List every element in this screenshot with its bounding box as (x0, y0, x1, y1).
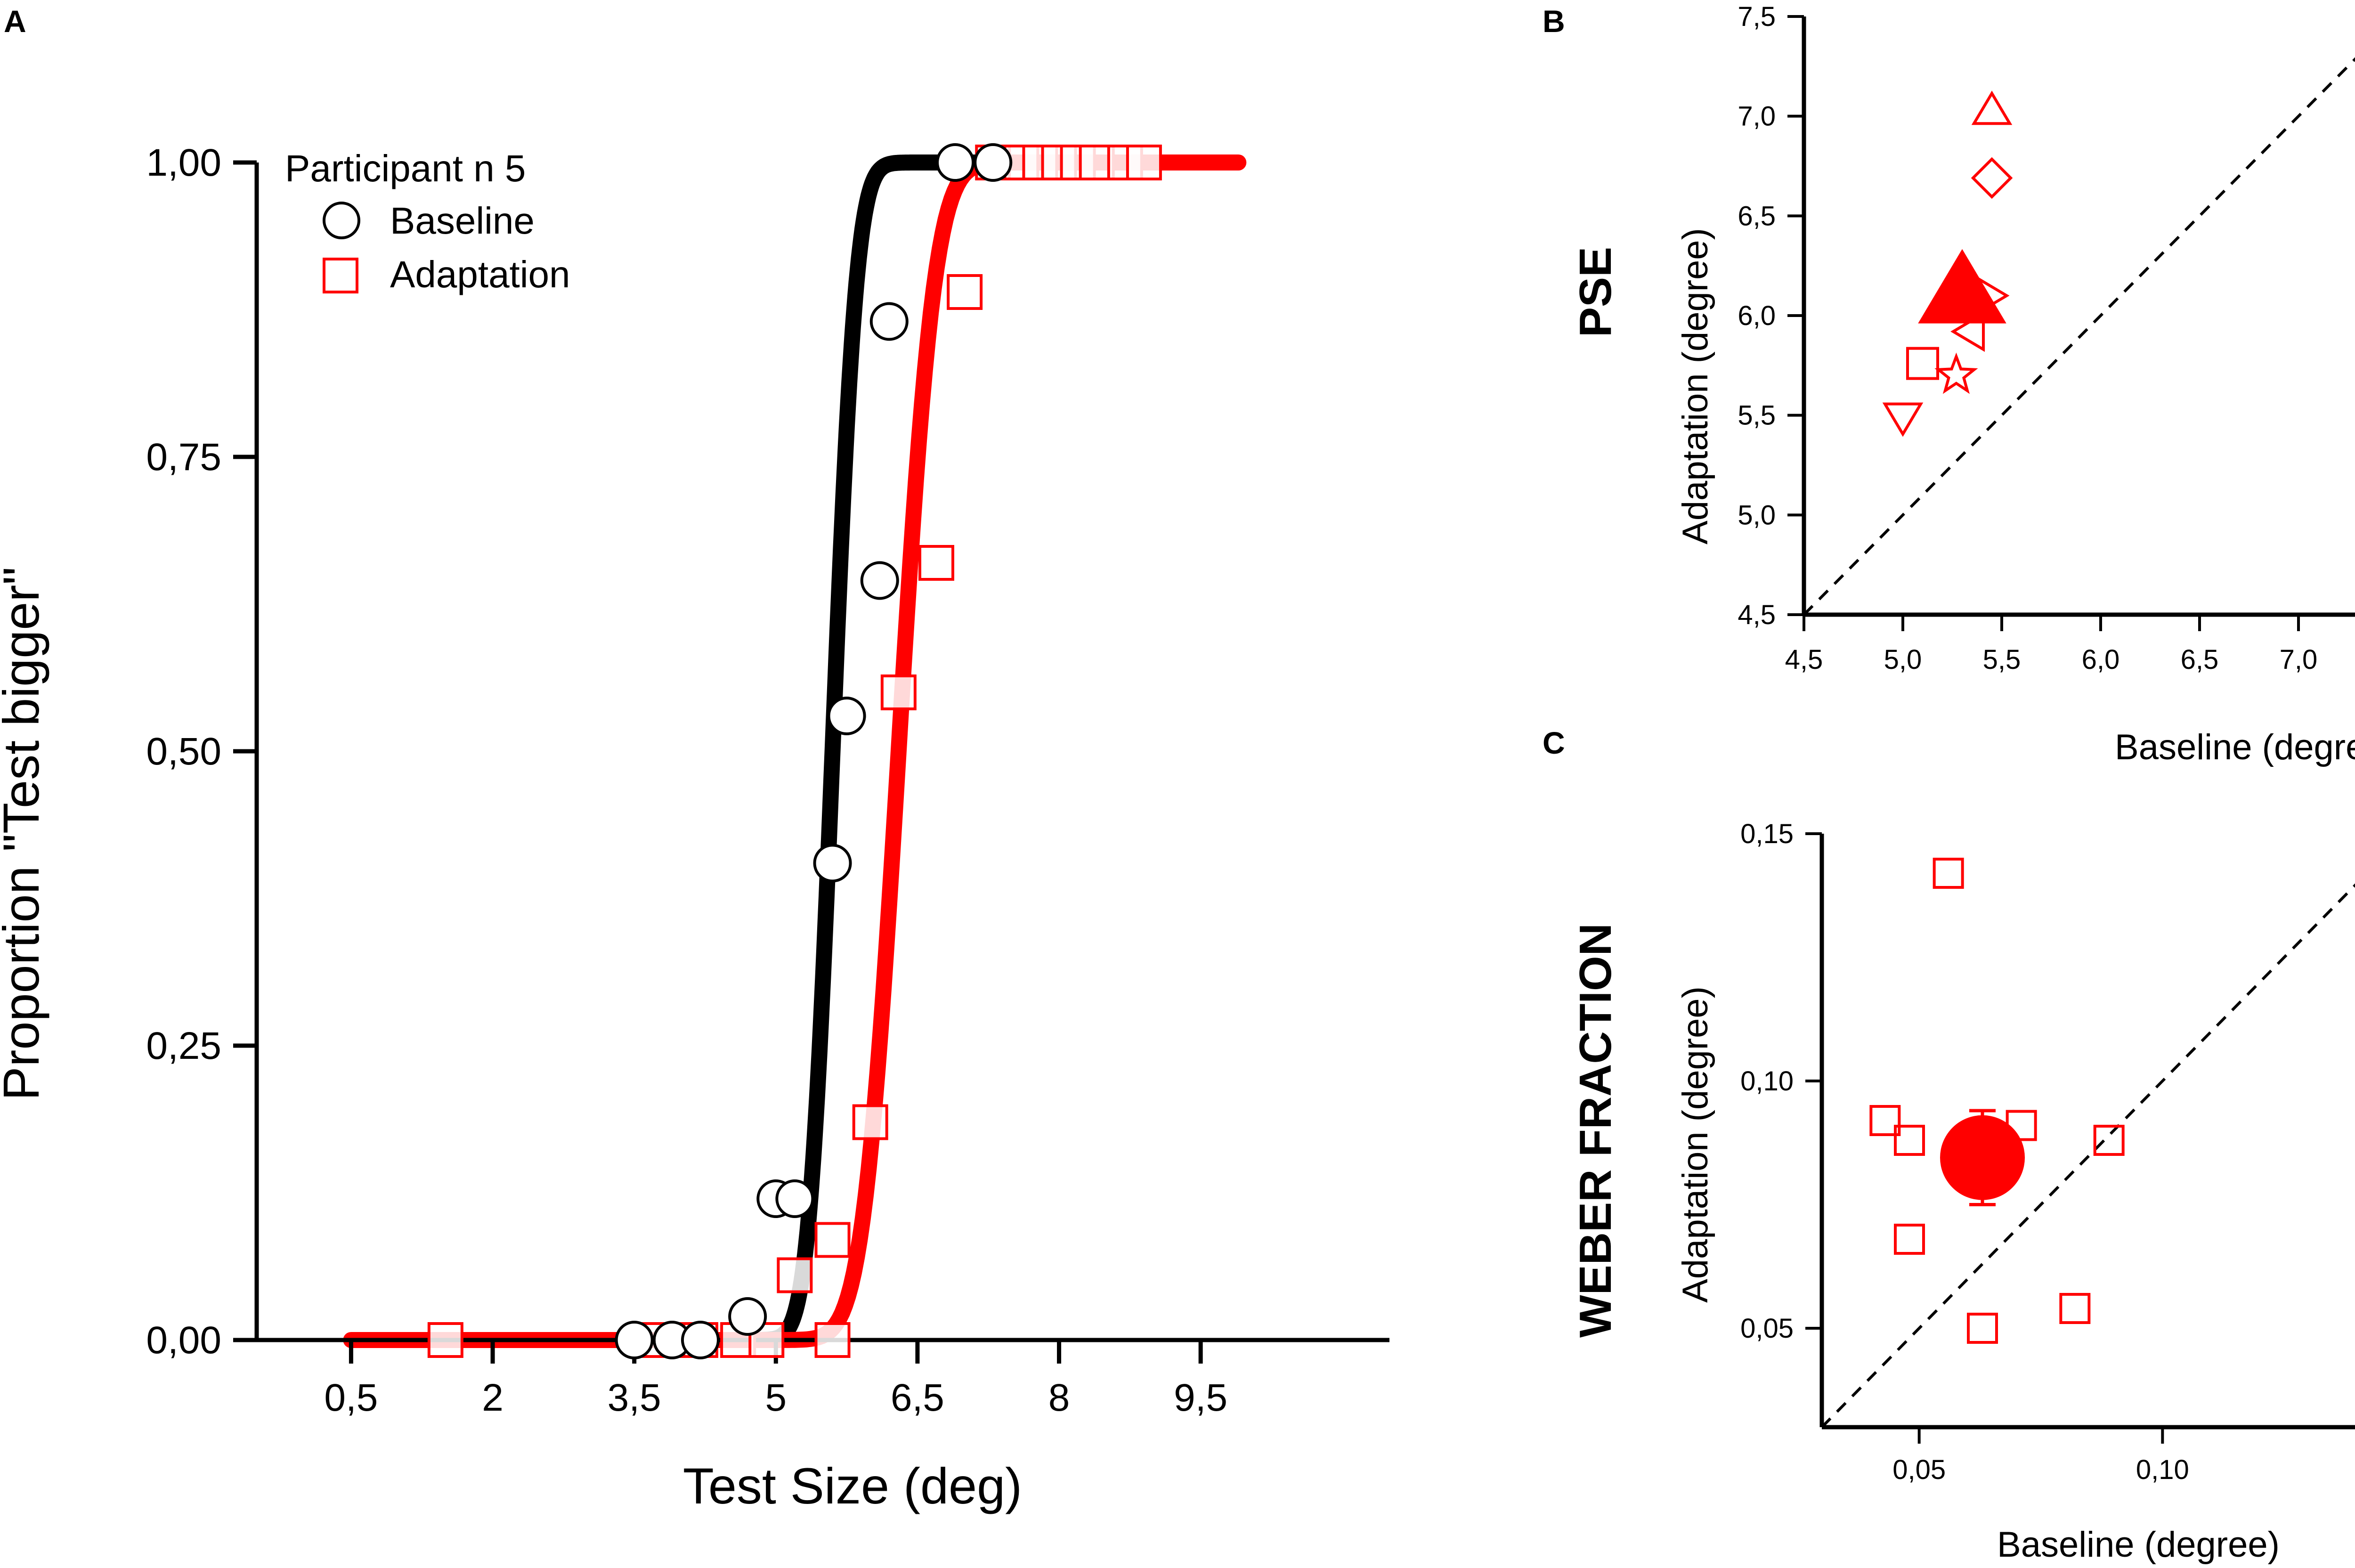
pse-point-triangle-up (1971, 90, 2013, 125)
baseline-point (936, 143, 975, 182)
legend-title: Participant n 5 (285, 147, 526, 189)
panel-a-x-tick-label: 6,5 (891, 1376, 944, 1419)
pse-point-triangle-down (1882, 402, 1924, 437)
adaptation-point (947, 274, 983, 310)
panel-a-data-points (427, 143, 1162, 1359)
panel-c-x-tick-label: 0,05 (1892, 1454, 1946, 1485)
baseline-point (869, 302, 909, 341)
panel-a-axes: 0,5 2 3,5 5 6,5 8 9,5 0,00 0,25 0,50 0,75 1,00 (146, 141, 1389, 1419)
panel-b-axes: 4,55,05,56,06,57,07,54,55,05,56,06,57,07… (1738, 1, 2355, 675)
legend-adaptation-marker (323, 258, 358, 293)
panel-a-chart: 0,5 2 3,5 5 6,5 8 9,5 0,00 0,25 0,50 0,75 1,00 Part… (0, 141, 1389, 1514)
weber-point (1869, 1105, 1901, 1136)
panel-b-x-axis-label: Baseline (degree) (2115, 727, 2355, 767)
legend: Participant n 5 Baseline Adaptation (285, 147, 570, 295)
panel-b-letter: B (1543, 4, 1565, 39)
baseline-point (974, 143, 1013, 182)
weber-point (2093, 1125, 2125, 1156)
legend-baseline-marker (323, 202, 360, 239)
panel-b-y-axis-label: Adaptation (degree) (1675, 228, 1715, 544)
panel-a-y-tick-label: 1,00 (146, 141, 221, 184)
baseline-point (728, 1297, 767, 1336)
adaptation-point (427, 1322, 463, 1358)
panel-a-x-tick-label: 9,5 (1174, 1376, 1227, 1419)
panel-a-x-axis-label: Test Size (deg) (683, 1457, 1022, 1514)
baseline-point (827, 697, 866, 735)
pse-point-diamond (1971, 157, 2013, 199)
adaptation-fit-curve (343, 154, 1247, 1348)
panel-a-y-tick-label: 0,25 (146, 1024, 221, 1067)
baseline-point (775, 1179, 814, 1218)
adaptation-point (777, 1257, 813, 1293)
baseline-point (615, 1321, 654, 1359)
baseline-point (681, 1321, 720, 1359)
panel-c-data-points (1869, 858, 2125, 1344)
panel-c-x-axis-label: Baseline (degree) (1997, 1525, 2280, 1565)
panel-b-x-tick-label: 6,5 (2181, 644, 2219, 675)
panel-b-y-tick-label: 4,5 (1738, 600, 1776, 630)
weber-point (1967, 1313, 1998, 1344)
adaptation-point (880, 674, 917, 710)
panel-c-y-axis-label: Adaptation (degree) (1675, 986, 1715, 1303)
panel-a-letter: A (4, 4, 26, 39)
panel-c-chart: 0,050,100,150,050,100,15 Baseline (degre… (1570, 819, 2355, 1565)
panel-b-y-tick-label: 5,0 (1738, 500, 1776, 530)
panel-b-y-tick-label: 6,0 (1738, 301, 1776, 331)
pse-mean-point (1918, 249, 2006, 324)
weber-point (1933, 858, 1964, 889)
legend-baseline-label: Baseline (390, 200, 535, 242)
baseline-fit-curve (730, 154, 1105, 1348)
panel-b-y-tick-label: 5,5 (1738, 400, 1776, 431)
panel-a-y-tick-label: 0,50 (146, 730, 221, 773)
adaptation-point (918, 545, 954, 581)
panel-b-x-tick-label: 4,5 (1785, 644, 1823, 675)
pse-point-star (1934, 352, 1978, 394)
weber-point (2059, 1293, 2091, 1324)
adaptation-point (814, 1222, 851, 1258)
baseline-point (860, 561, 899, 600)
panel-b-identity-line (1803, 57, 2355, 616)
panel-c-identity-line (1820, 883, 2355, 1429)
panel-c-title: WEBER FRACTION (1570, 923, 1621, 1338)
panel-b-title: PSE (1570, 247, 1621, 337)
panel-a-fit-curves (343, 154, 1247, 1348)
panel-a-x-tick-label: 8 (1048, 1376, 1070, 1419)
panel-b-x-tick-label: 5,5 (1983, 644, 2021, 675)
weber-point (1894, 1224, 1925, 1255)
panel-a-x-tick-label: 2 (482, 1376, 503, 1419)
panel-b-y-tick-label: 6,5 (1738, 201, 1776, 231)
adaptation-point (1126, 145, 1162, 180)
panel-c-y-tick-label: 0,15 (1740, 819, 1794, 849)
pse-point-square (1906, 347, 1939, 380)
panel-a-x-tick-label: 0,5 (324, 1376, 378, 1419)
panel-a-y-tick-label: 0,00 (146, 1319, 221, 1362)
panel-c-axes: 0,050,100,150,050,100,15 (1740, 819, 2355, 1485)
baseline-point (813, 844, 852, 883)
panel-b-x-tick-label: 5,0 (1884, 644, 1922, 675)
panel-c-letter: C (1543, 725, 1565, 760)
adaptation-point (814, 1322, 851, 1358)
panel-b-x-tick-label: 7,0 (2280, 644, 2318, 675)
panel-b-y-tick-label: 7,5 (1738, 1, 1776, 32)
panel-a-y-tick-label: 0,75 (146, 436, 221, 479)
weber-mean-point (1940, 1115, 2025, 1200)
panel-a-y-axis-label: Proportion "Test bigger" (0, 567, 49, 1100)
panel-c-x-tick-label: 0,10 (2136, 1454, 2189, 1485)
adaptation-point (852, 1104, 888, 1140)
panel-b-chart: 4,55,05,56,06,57,07,54,55,05,56,06,57,07… (1570, 1, 2355, 767)
panel-b-x-tick-label: 6,0 (2082, 644, 2120, 675)
panel-a-x-tick-label: 5 (765, 1376, 787, 1419)
weber-point (1894, 1125, 1925, 1156)
panel-a-x-tick-label: 3,5 (608, 1376, 661, 1419)
panel-b-data-points (1882, 90, 2013, 437)
panel-c-y-tick-label: 0,10 (1740, 1066, 1794, 1097)
panel-b-y-tick-label: 7,0 (1738, 101, 1776, 132)
legend-adaptation-label: Adaptation (390, 253, 570, 295)
panel-c-y-tick-label: 0,05 (1740, 1313, 1794, 1344)
